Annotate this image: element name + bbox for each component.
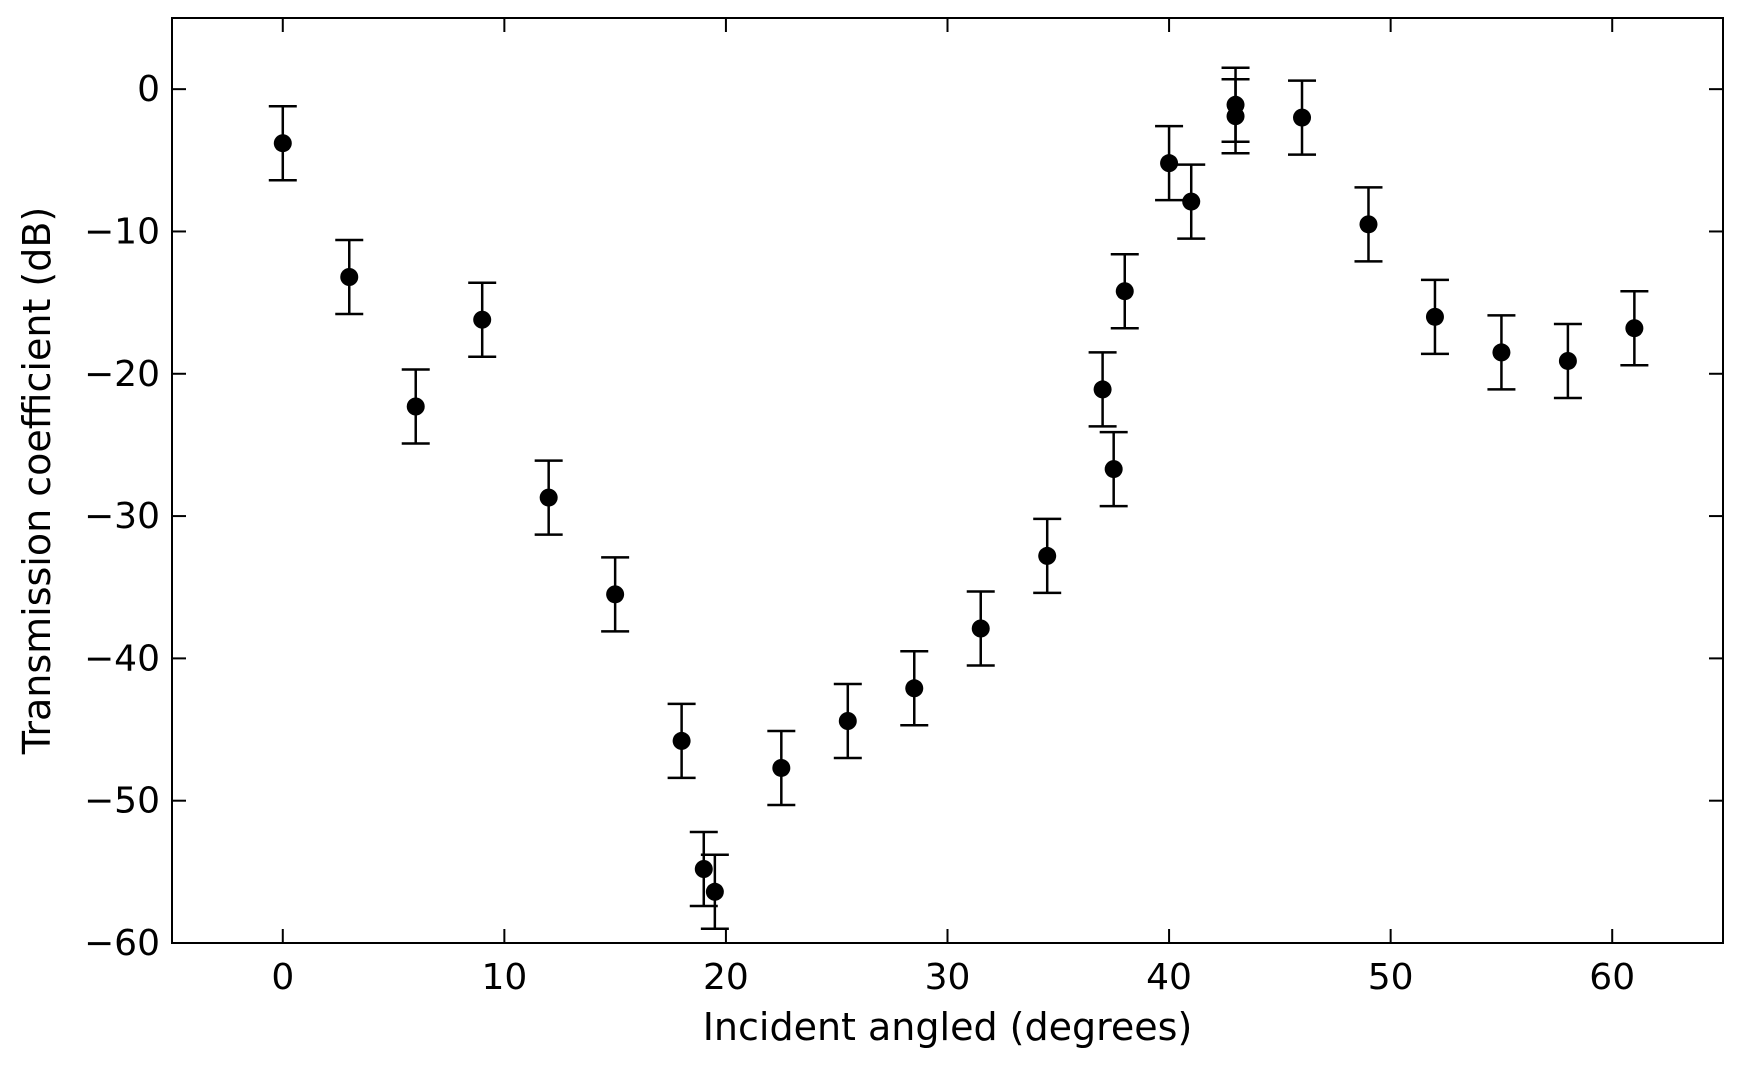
data-point (539, 488, 558, 507)
data-point (1226, 107, 1245, 126)
data-point (705, 882, 724, 901)
data-point (1038, 546, 1057, 565)
data-point (473, 310, 492, 329)
data-point (772, 758, 791, 777)
data-point (905, 679, 924, 698)
x-axis-label: Incident angled (degrees) (703, 1005, 1193, 1049)
data-point (406, 397, 425, 416)
data-point (1625, 319, 1644, 338)
axis-tick-labels: 0 10 20 30 40 50 60 0 −10 −20 −30 −40 −50 −60 (84, 69, 1635, 998)
plot-frame (171, 17, 1724, 944)
x-tick-label: 10 (481, 957, 527, 998)
data-point (694, 860, 713, 878)
y-tick-label: −10 (84, 211, 160, 252)
y-tick-label: −40 (84, 638, 160, 679)
data-point (971, 619, 990, 638)
y-tick-label: −20 (84, 354, 160, 395)
data-series (268, 66, 1649, 931)
data-point (606, 585, 625, 604)
data-point (1104, 460, 1123, 479)
data-point (1115, 282, 1134, 301)
x-tick-label: 20 (703, 957, 749, 998)
y-axis-label: Transmission coefficient (dB) (15, 207, 59, 756)
data-point (1558, 351, 1577, 370)
data-point (1182, 192, 1201, 211)
x-tick-label: 30 (925, 957, 971, 998)
data-point (1093, 380, 1112, 399)
data-point (1425, 307, 1444, 326)
y-tick-label: −50 (84, 781, 160, 822)
data-point (273, 134, 292, 153)
axis-ticks (172, 18, 1723, 944)
data-point (1359, 215, 1378, 234)
y-tick-label: −60 (84, 923, 160, 964)
x-tick-label: 50 (1368, 957, 1414, 998)
data-point (340, 268, 359, 286)
y-tick-label: −30 (84, 496, 160, 537)
y-tick-label: 0 (137, 69, 160, 110)
x-tick-label: 60 (1589, 957, 1635, 998)
data-point (838, 712, 857, 730)
data-point (1160, 154, 1179, 173)
x-tick-label: 40 (1146, 957, 1192, 998)
x-tick-label: 0 (271, 957, 294, 998)
data-point (672, 731, 691, 750)
data-point (1293, 108, 1312, 127)
data-point (1492, 343, 1511, 362)
